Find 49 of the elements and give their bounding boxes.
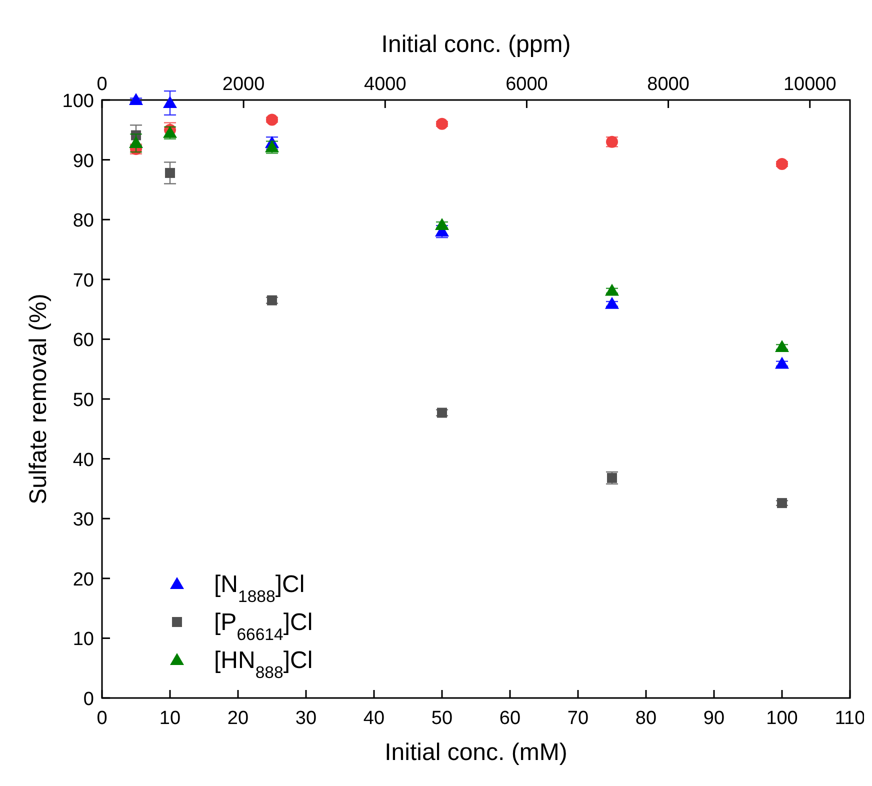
point: [605, 284, 619, 296]
y-tick-label: 10: [72, 629, 94, 650]
y-axis-title: Sulfate removal (%): [25, 294, 52, 504]
y-tick-label: 70: [72, 270, 94, 292]
point: [775, 356, 789, 369]
point: [129, 93, 143, 105]
x2-tick-label: 2000: [222, 74, 265, 95]
x2-tick-label: 10000: [783, 74, 836, 95]
x-tick-label: 40: [363, 708, 385, 729]
legend-label: [N$_{1888}$]Cl: [214, 571, 305, 606]
x-tick-label: 20: [227, 708, 249, 729]
x2-tick-label: 8000: [647, 74, 690, 95]
point: [435, 218, 449, 230]
x-tick-label: 50: [431, 708, 453, 729]
x2-axis-title: Initial conc. (ppm): [381, 31, 571, 58]
legend-label: [HN$_{888}$]Cl: [214, 647, 313, 682]
y-tick-label: 0: [83, 689, 94, 710]
point: [775, 340, 789, 352]
point: [165, 168, 175, 178]
point: [163, 96, 177, 108]
x-tick-label: 60: [499, 708, 521, 729]
point: [266, 114, 278, 126]
legend-label: [P$_{66614}$]Cl: [214, 609, 313, 644]
x2-tick-label: 6000: [506, 74, 548, 95]
x-tick-label: 10: [159, 708, 181, 729]
point: [776, 158, 788, 170]
y-tick-label: 20: [72, 569, 94, 590]
point: [267, 295, 277, 306]
x-tick-label: 0: [96, 708, 108, 729]
y-tick-label: 60: [72, 330, 94, 352]
y-tick-label: 50: [72, 390, 94, 411]
y-tick-label: 30: [72, 510, 94, 531]
x-tick-label: 90: [703, 708, 725, 729]
point: [436, 118, 448, 130]
x2-tick-label: 4000: [364, 74, 406, 95]
y-tick-label: 100: [62, 91, 94, 112]
x-tick-label: 30: [295, 708, 317, 729]
x-tick-label: 70: [567, 708, 589, 729]
y-tick-label: 90: [72, 150, 94, 172]
x-axis-title: Initial conc. (mM): [384, 739, 568, 766]
y-tick-label: 80: [72, 210, 94, 232]
x-tick-label: 80: [635, 708, 657, 729]
point: [129, 136, 143, 148]
point: [605, 296, 619, 309]
x-tick-label: 100: [766, 708, 798, 729]
x-tick-label: 110: [834, 708, 866, 729]
y-tick-label: 40: [72, 450, 94, 471]
point: [437, 408, 447, 418]
x2-tick-label: 0: [96, 74, 108, 95]
